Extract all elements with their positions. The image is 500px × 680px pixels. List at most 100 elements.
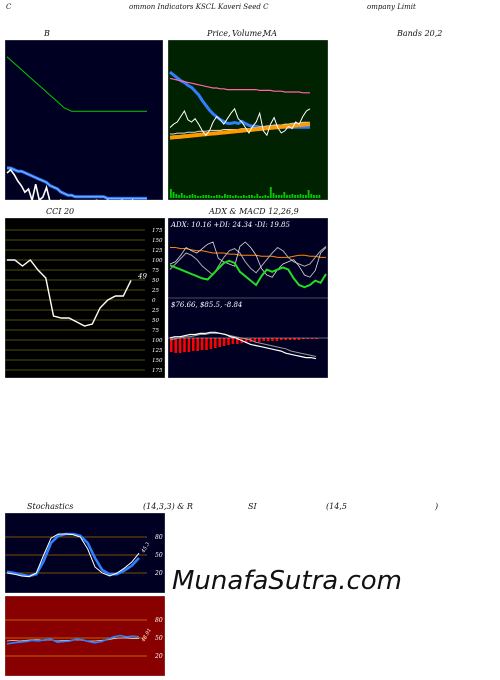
volume-bar bbox=[286, 195, 288, 198]
macd-signal-line bbox=[169, 332, 317, 357]
stoch-tick-label: 50 bbox=[155, 552, 163, 559]
volume-bar bbox=[234, 195, 237, 198]
volume-bar bbox=[175, 194, 178, 198]
cci-last-label: 49 bbox=[137, 272, 147, 280]
macd-hist-bar bbox=[310, 338, 314, 339]
volume-bar bbox=[170, 189, 172, 198]
volume-bar bbox=[226, 195, 229, 198]
header-c1: C bbox=[6, 3, 12, 11]
volume-bar bbox=[221, 196, 224, 198]
volume-bar bbox=[307, 190, 310, 198]
rsi-tick-label: 20 bbox=[154, 653, 163, 660]
volume-bar bbox=[264, 195, 267, 198]
watermark: MunafaSutra.com bbox=[172, 566, 403, 596]
macd-hist-bar bbox=[253, 338, 257, 342]
macd-hist-bar bbox=[280, 338, 283, 340]
cci-tick-label: 175 bbox=[152, 368, 163, 374]
volume-bar bbox=[202, 195, 205, 198]
volume-bar bbox=[313, 195, 315, 198]
macd-hist-bar bbox=[209, 338, 213, 349]
volume-bar bbox=[302, 195, 305, 198]
bollinger-upper-line bbox=[6, 56, 147, 112]
macd-hist-bar bbox=[244, 338, 248, 343]
volume-bar bbox=[180, 193, 183, 198]
bands-params-label: Bands 20,2 bbox=[397, 29, 443, 38]
volume-bar bbox=[172, 192, 175, 198]
adx-macd-label: ADX & MACD 12,26,9 bbox=[209, 207, 299, 216]
macd-hist-bar bbox=[288, 338, 292, 340]
cci-tick-label: 125 bbox=[152, 248, 163, 254]
volume-bar bbox=[207, 195, 210, 198]
volume-bar bbox=[210, 196, 213, 198]
stoch-k-line bbox=[6, 533, 140, 578]
macd-hist-bar bbox=[187, 338, 191, 352]
volume-bar bbox=[188, 195, 191, 198]
stoch-bg bbox=[5, 513, 165, 593]
macd-hist-bar bbox=[174, 338, 177, 353]
macd-hist-bar bbox=[266, 338, 270, 341]
macd-hist-bar bbox=[297, 338, 301, 340]
macd-hist-bar bbox=[218, 338, 221, 347]
volume-bar bbox=[251, 195, 253, 198]
volume-bar bbox=[199, 196, 202, 198]
cci-tick-label: 0 bbox=[152, 298, 156, 304]
rsi-line bbox=[6, 634, 140, 645]
macd-hist-bar bbox=[227, 338, 230, 345]
cci-tick-label: 100 bbox=[152, 338, 163, 344]
rsi-label: SI bbox=[248, 502, 257, 511]
macd-hist-bar bbox=[205, 338, 208, 350]
rsi-close-label: ) bbox=[435, 502, 439, 511]
macd-hist-bar bbox=[262, 338, 265, 341]
volume-bar bbox=[280, 195, 283, 198]
volume-bar bbox=[183, 195, 186, 198]
cci-tick-label: 125 bbox=[152, 348, 163, 354]
macd-hist-bar bbox=[231, 338, 235, 344]
macd-line bbox=[169, 331, 317, 360]
volume-bar bbox=[191, 194, 194, 198]
stochastics-panel: 80 50 20 45.3 bbox=[5, 513, 165, 593]
volume-bar bbox=[272, 193, 275, 198]
volume-bar bbox=[305, 195, 307, 198]
cci-tick-label: 150 bbox=[152, 358, 163, 364]
volume-bar bbox=[237, 196, 240, 198]
stoch-d-line bbox=[6, 532, 140, 578]
volume-bar bbox=[242, 195, 245, 198]
price-ma-panel bbox=[168, 40, 328, 200]
macd-hist-bar bbox=[306, 338, 309, 339]
macd-hist-bar bbox=[200, 338, 204, 350]
volume-bar bbox=[218, 195, 221, 198]
volume-bar bbox=[291, 194, 294, 198]
macd-hist-bar bbox=[192, 338, 195, 351]
macd-hist-bar bbox=[196, 338, 199, 351]
minus-di-outline bbox=[169, 241, 327, 278]
macd-hist-bar bbox=[183, 338, 186, 352]
volume-bar bbox=[296, 195, 299, 198]
header-title-end: ompany Limit bbox=[367, 3, 416, 11]
cci-tick-label: 50 bbox=[152, 278, 159, 284]
rsi-tick-label: 50 bbox=[155, 635, 163, 642]
volume-bar bbox=[275, 195, 278, 198]
price-label: Price, bbox=[207, 29, 231, 38]
ma-label: MA bbox=[263, 29, 277, 38]
volume-bar bbox=[283, 192, 286, 198]
macd-hist-bar bbox=[293, 338, 296, 340]
volume-bar bbox=[245, 196, 248, 198]
macd-title: $76.66, $85.5, -8.84 bbox=[171, 301, 242, 309]
bollinger-bg bbox=[5, 40, 163, 200]
volume-bar bbox=[310, 194, 313, 198]
cci-tick-label: 50 bbox=[152, 318, 159, 324]
macd-panel: $76.66, $85.5, -8.84 bbox=[168, 298, 328, 378]
adx-title: ADX: 10.16 +DI: 24.34 -DI: 19.85 bbox=[170, 221, 291, 229]
rsi-tick-label: 80 bbox=[155, 617, 163, 624]
volume-bar bbox=[256, 194, 259, 198]
stoch-params-label: (14,3,3) & R bbox=[143, 502, 193, 511]
volume-bar bbox=[205, 195, 207, 198]
macd-hist-bar bbox=[214, 338, 217, 348]
cci-tick-label: 100 bbox=[152, 258, 163, 264]
stoch-tick-label: 20 bbox=[154, 570, 163, 577]
macd-hist-bar bbox=[178, 338, 182, 353]
macd-hist-bar bbox=[284, 338, 287, 340]
adx-line bbox=[170, 247, 326, 258]
cci-tick-label: 25 bbox=[151, 308, 159, 314]
volume-bar bbox=[318, 195, 321, 198]
